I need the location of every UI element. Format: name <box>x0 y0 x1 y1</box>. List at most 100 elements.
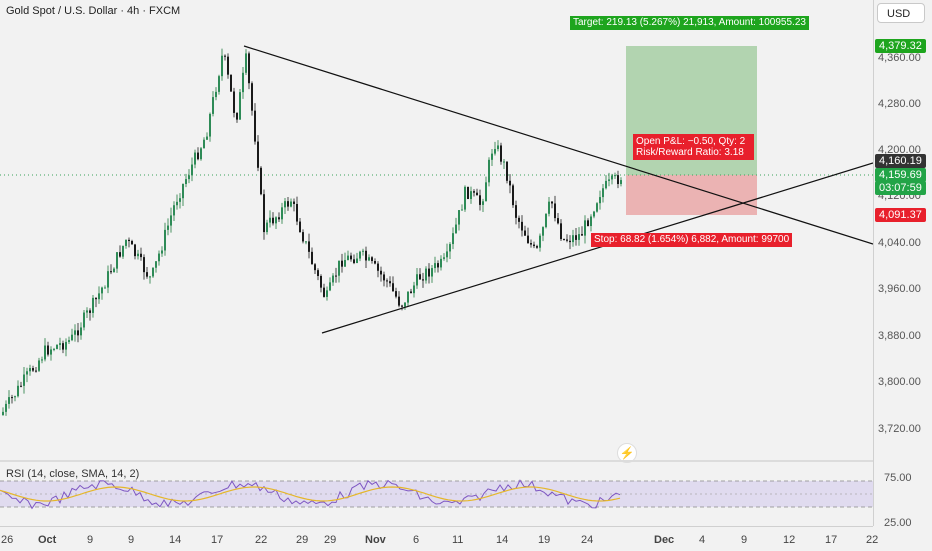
last-price-tag: 4,159.69 <box>875 168 926 182</box>
candle-body <box>83 312 85 328</box>
candle-body <box>593 211 595 217</box>
candle-body <box>254 110 256 142</box>
candle-body <box>587 220 589 227</box>
candle-body <box>323 287 325 297</box>
stop-zone[interactable] <box>626 175 757 215</box>
x-tick: 17 <box>211 534 224 546</box>
candle-body <box>383 274 385 281</box>
candle-body <box>299 221 301 233</box>
candle-body <box>368 257 370 261</box>
pane-separator[interactable] <box>0 460 873 462</box>
candle-body <box>197 152 199 160</box>
candle-body <box>353 259 355 264</box>
candle-body <box>89 310 91 313</box>
candle-body <box>467 186 469 199</box>
candle-body <box>68 340 70 342</box>
price-chart[interactable] <box>0 0 873 460</box>
candle-body <box>515 205 517 218</box>
candle-body <box>101 287 103 294</box>
candle-body <box>401 305 403 307</box>
candle-body <box>71 334 73 341</box>
rsi-pane[interactable] <box>0 462 873 526</box>
candle-body <box>98 293 100 300</box>
candle-body <box>458 210 460 225</box>
candle-body <box>86 310 88 313</box>
candle-body <box>293 201 295 204</box>
chart-title: Gold Spot / U.S. Dollar · 4h · FXCM <box>6 5 181 17</box>
candle-body <box>479 195 481 205</box>
candle-body <box>23 374 25 386</box>
candle-body <box>575 235 577 240</box>
candle-body <box>215 91 217 98</box>
candle-body <box>29 368 31 372</box>
candle-body <box>92 297 94 313</box>
candle-body <box>470 191 472 199</box>
candle-body <box>539 235 541 248</box>
candle-body <box>53 348 55 350</box>
candle-body <box>284 201 286 208</box>
candle-body <box>164 229 166 251</box>
rsi-tick: 75.00 <box>884 472 912 484</box>
x-tick: 17 <box>825 534 838 546</box>
candle-body <box>548 201 550 214</box>
candle-body <box>362 250 364 252</box>
candle-body <box>572 235 574 243</box>
time-axis[interactable] <box>0 526 873 551</box>
candle-body <box>431 268 433 277</box>
candle-body <box>122 245 124 257</box>
candle-body <box>290 201 292 207</box>
candle-body <box>158 253 160 262</box>
candle-body <box>185 179 187 184</box>
lower-trendline[interactable] <box>321 162 873 334</box>
candle-body <box>599 197 601 204</box>
candle-body <box>200 148 202 160</box>
x-tick: 26 <box>1 534 14 546</box>
candle-body <box>173 205 175 216</box>
candle-body <box>296 203 298 222</box>
candle-body <box>341 260 343 267</box>
candle-body <box>143 257 145 273</box>
rsi-line <box>0 479 621 510</box>
candle-body <box>119 252 121 257</box>
x-tick: 11 <box>452 534 464 546</box>
candle-body <box>551 201 553 204</box>
candle-body <box>146 272 148 277</box>
x-tick: Dec <box>654 534 675 546</box>
candle-body <box>620 180 622 185</box>
x-tick: 22 <box>255 534 268 546</box>
candle-body <box>389 281 391 284</box>
candle-body <box>194 152 196 165</box>
candle-body <box>473 191 475 193</box>
candle-body <box>260 167 262 195</box>
candle-body <box>125 239 127 246</box>
candle-body <box>14 396 16 398</box>
candle-body <box>314 264 316 271</box>
x-tick: 29 <box>296 534 309 546</box>
candle-body <box>35 370 37 372</box>
lightning-icon[interactable]: ⚡ <box>617 443 637 463</box>
candle-body <box>320 275 322 288</box>
candle-body <box>17 385 19 397</box>
candle-body <box>26 371 28 375</box>
candle-body <box>557 218 559 224</box>
candle-body <box>311 251 313 265</box>
x-tick: 24 <box>581 534 594 546</box>
candle-body <box>275 217 277 224</box>
candle-body <box>50 349 52 355</box>
candle-body <box>74 330 76 335</box>
candle-body <box>44 345 46 360</box>
x-tick: 4 <box>699 534 706 546</box>
candle-body <box>308 241 310 252</box>
risk-reward-text: Risk/Reward Ratio: 3.18 <box>636 147 744 158</box>
candle-body <box>542 227 544 236</box>
candle-body <box>104 287 106 289</box>
currency-selector[interactable]: USD <box>877 3 925 23</box>
upper-trendline[interactable] <box>243 45 873 245</box>
candle-body <box>47 345 49 355</box>
candle-body <box>521 221 523 231</box>
x-tick: Oct <box>38 534 57 546</box>
candle-body <box>230 74 232 92</box>
rsi-label: RSI (14, close, SMA, 14, 2) <box>6 468 140 480</box>
candle-body <box>413 285 415 294</box>
price-axis[interactable] <box>873 0 932 526</box>
